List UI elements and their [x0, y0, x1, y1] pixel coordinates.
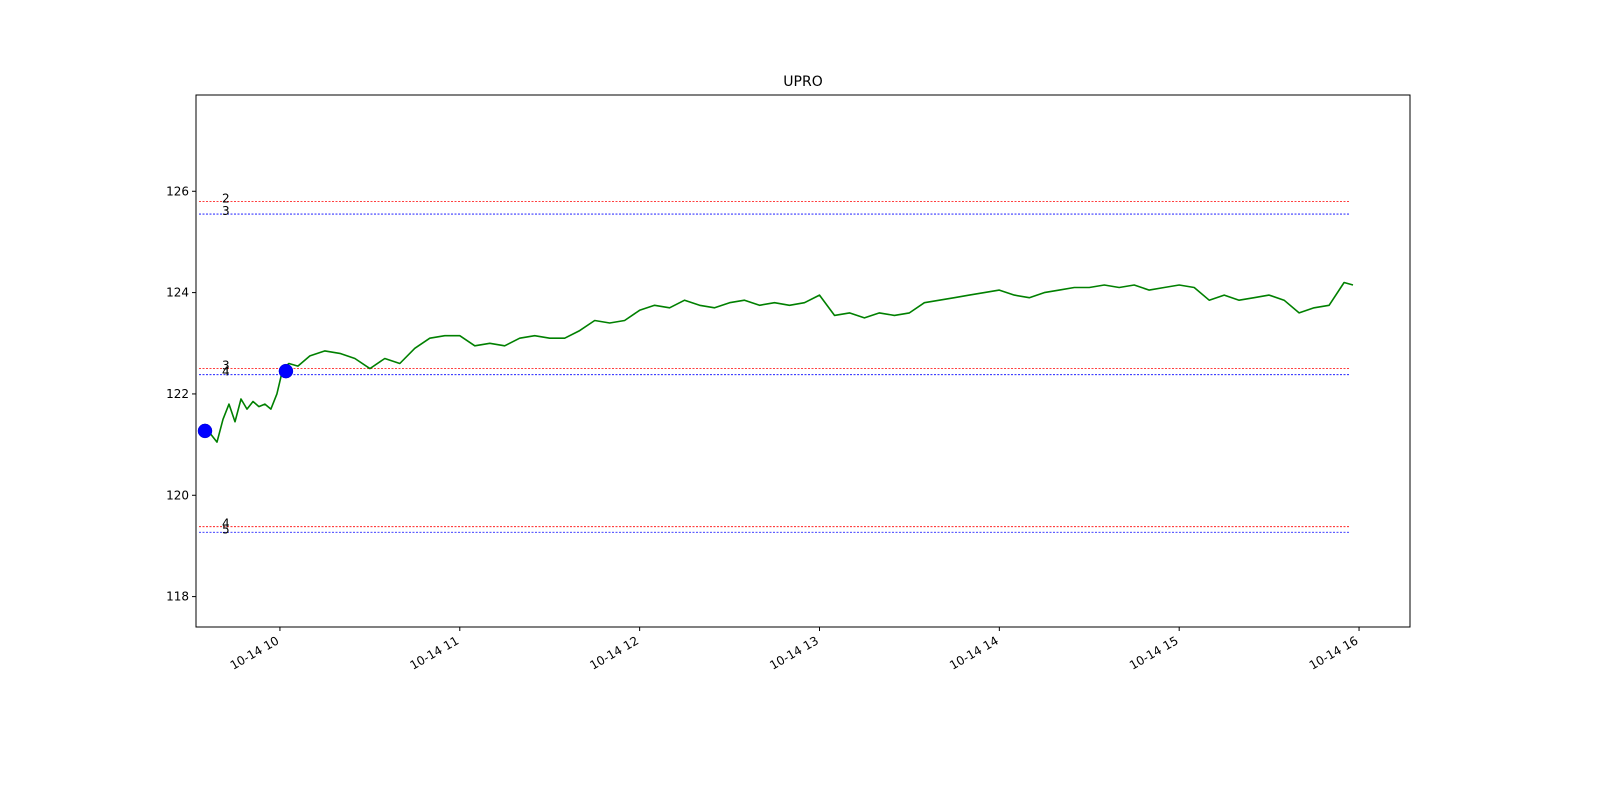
level-label-2: 3	[222, 359, 230, 373]
level-label-0: 2	[222, 191, 230, 205]
y-tick-label-2: 122	[166, 387, 189, 401]
level-label-5: 5	[222, 522, 230, 536]
plot-area-frame	[195, 94, 1411, 628]
y-tick-label-3: 124	[166, 286, 189, 300]
level-label-1: 3	[222, 204, 230, 218]
entry-marker-0	[197, 423, 213, 439]
entry-marker-1	[278, 363, 294, 379]
markers-layer	[197, 363, 294, 439]
level-label-4: 4	[222, 517, 230, 531]
series-layer	[204, 281, 1354, 443]
price-series-line-0	[204, 281, 1354, 443]
chart-title: UPRO	[783, 74, 822, 90]
y-tick-label-0: 118	[166, 590, 189, 604]
y-tick-label-1: 120	[166, 488, 189, 502]
y-tick-label-4: 126	[166, 184, 189, 198]
y-axis: 118 120 122 124 126	[166, 184, 196, 604]
level-label-3: 4	[222, 365, 230, 379]
